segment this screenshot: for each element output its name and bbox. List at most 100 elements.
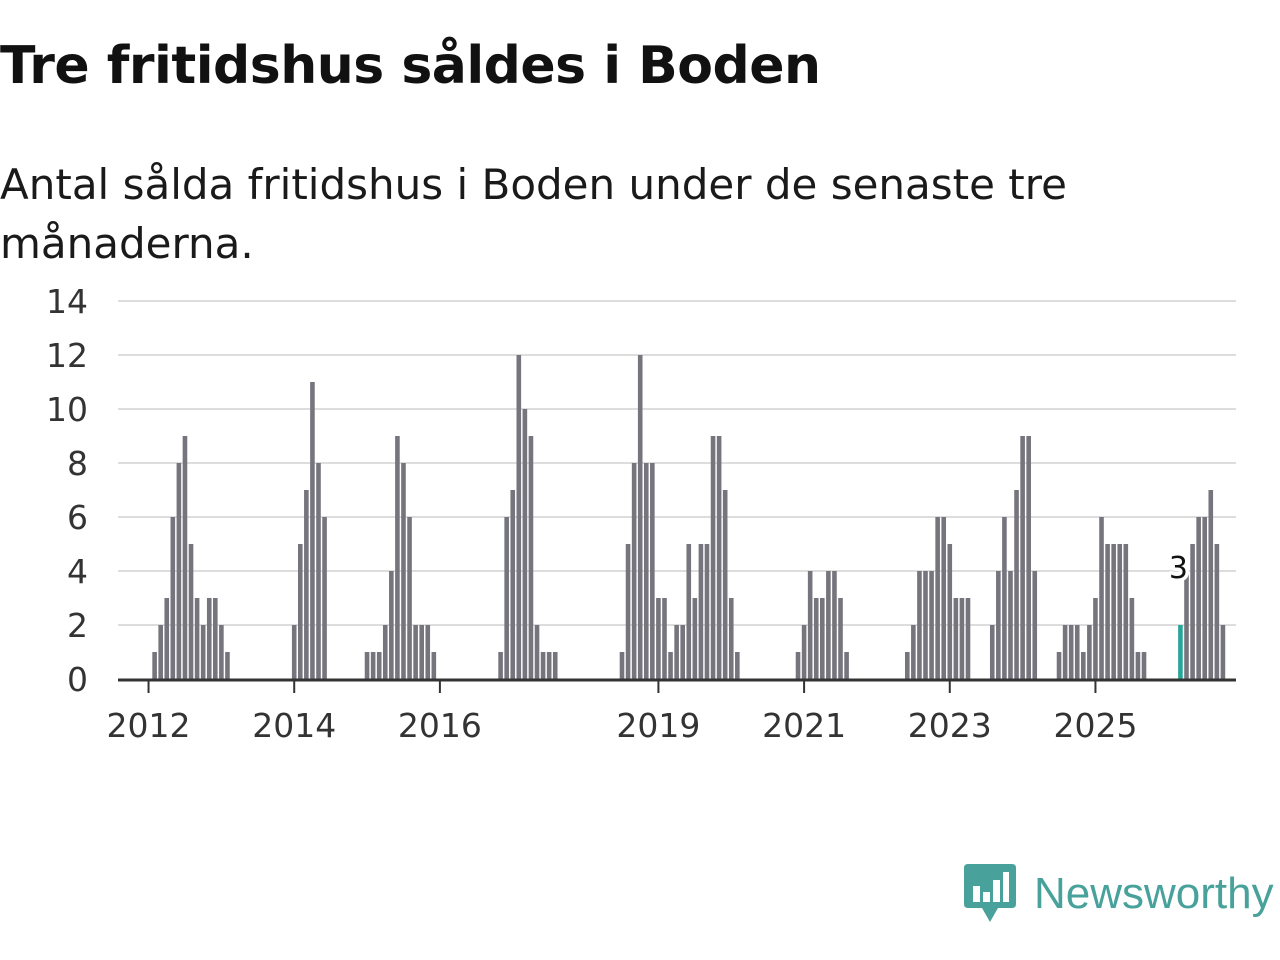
bar xyxy=(552,652,558,679)
bar xyxy=(656,598,661,679)
bar xyxy=(152,652,157,679)
bar xyxy=(710,436,716,679)
annotations: 3 xyxy=(1165,548,1191,590)
bar xyxy=(838,598,843,679)
chart-subtitle: Antal sålda fritidshus i Boden under de … xyxy=(0,160,1067,268)
bar xyxy=(364,652,370,679)
bar xyxy=(643,463,649,679)
latest-value-label: 3 xyxy=(1169,551,1188,586)
bar xyxy=(1032,571,1038,679)
bar xyxy=(959,598,965,679)
bar xyxy=(1062,625,1068,679)
bar xyxy=(1141,652,1147,679)
bar xyxy=(1056,652,1062,679)
bar xyxy=(413,625,418,679)
y-axis-labels: 0 2 4 6 8 10 12 14 xyxy=(46,282,88,699)
y-tick-label: 6 xyxy=(67,498,88,537)
chart-title: Tre fritidshus såldes i Boden xyxy=(0,36,821,96)
bar xyxy=(996,571,1001,679)
bar xyxy=(1008,571,1013,679)
bar xyxy=(528,436,534,679)
bar xyxy=(516,355,522,679)
bar-chart: 0 2 4 6 8 10 12 14 2012 2014 2016 2019 2021 2023 2025… xyxy=(46,282,1236,745)
newsworthy-logo-icon xyxy=(964,864,1016,922)
bar xyxy=(1068,625,1074,679)
bar xyxy=(668,652,673,679)
bar xyxy=(401,463,406,679)
bars xyxy=(152,355,1226,679)
bar xyxy=(947,544,953,679)
bar xyxy=(1196,517,1201,679)
bar xyxy=(844,652,849,679)
bar xyxy=(1002,517,1007,679)
bar xyxy=(1135,652,1141,679)
bar xyxy=(625,544,631,679)
brand-logo: Newsworthy xyxy=(964,864,1274,924)
bar xyxy=(722,490,728,679)
bar xyxy=(680,625,685,679)
bar xyxy=(832,571,837,679)
bar xyxy=(213,598,218,679)
bar xyxy=(389,571,394,679)
bar xyxy=(1214,544,1220,679)
bar xyxy=(322,517,327,679)
bar xyxy=(504,517,509,679)
y-tick-label: 8 xyxy=(67,444,88,483)
bar xyxy=(1117,544,1123,679)
x-tick-label: 2012 xyxy=(107,706,191,745)
bar xyxy=(1220,625,1226,679)
bar xyxy=(965,598,971,679)
bar xyxy=(219,625,224,679)
bar xyxy=(820,598,825,679)
bar xyxy=(686,544,692,679)
bar xyxy=(407,517,412,679)
bar xyxy=(904,652,910,679)
bar xyxy=(431,652,437,679)
brand-name: Newsworthy xyxy=(1034,869,1274,918)
bar xyxy=(206,598,212,679)
bar xyxy=(1184,571,1189,679)
bar xyxy=(989,625,995,679)
bar xyxy=(534,625,540,679)
bar xyxy=(1014,490,1019,679)
bar xyxy=(546,652,552,679)
bar xyxy=(1123,544,1129,679)
bar xyxy=(807,571,813,679)
bar xyxy=(225,652,230,679)
x-tick-label: 2014 xyxy=(252,706,336,745)
bar xyxy=(370,652,376,679)
bar xyxy=(1208,490,1214,679)
bar xyxy=(674,625,679,679)
bar xyxy=(188,544,194,679)
bar xyxy=(650,463,655,679)
bar xyxy=(376,652,382,679)
bar xyxy=(316,463,321,679)
bar xyxy=(1081,652,1086,679)
bar xyxy=(795,652,801,679)
bar xyxy=(1190,544,1195,679)
y-tick-label: 10 xyxy=(46,390,88,429)
bar xyxy=(498,652,503,679)
bar xyxy=(1020,436,1025,679)
y-tick-label: 12 xyxy=(46,336,88,375)
x-tick-label: 2023 xyxy=(908,706,992,745)
bar xyxy=(631,463,637,679)
bar xyxy=(692,598,698,679)
bar xyxy=(419,625,424,679)
bar xyxy=(704,544,710,679)
x-axis: 2012 2014 2016 2019 2021 2023 2025 xyxy=(107,678,1236,745)
bar xyxy=(540,652,546,679)
bar xyxy=(1129,598,1135,679)
y-tick-label: 14 xyxy=(46,282,88,321)
bar xyxy=(304,490,309,679)
bar xyxy=(619,652,625,679)
bar xyxy=(735,652,740,679)
x-tick-label: 2016 xyxy=(398,706,482,745)
bar xyxy=(801,625,807,679)
bar xyxy=(510,490,516,679)
bar xyxy=(1026,436,1031,679)
bar xyxy=(291,625,297,679)
bar xyxy=(170,517,176,679)
bar xyxy=(310,382,315,679)
bar xyxy=(1105,544,1110,679)
